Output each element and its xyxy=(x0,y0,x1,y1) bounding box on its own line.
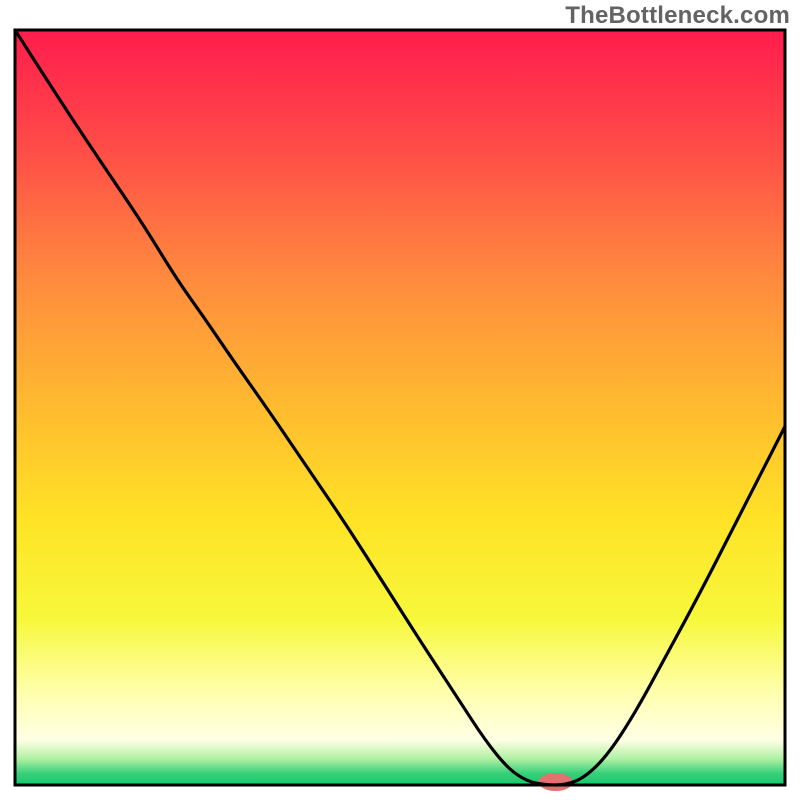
gradient-background xyxy=(15,30,785,785)
watermark-label: TheBottleneck.com xyxy=(565,2,790,30)
chart-container: TheBottleneck.com xyxy=(0,0,800,800)
bottleneck-curve-chart xyxy=(0,0,800,800)
